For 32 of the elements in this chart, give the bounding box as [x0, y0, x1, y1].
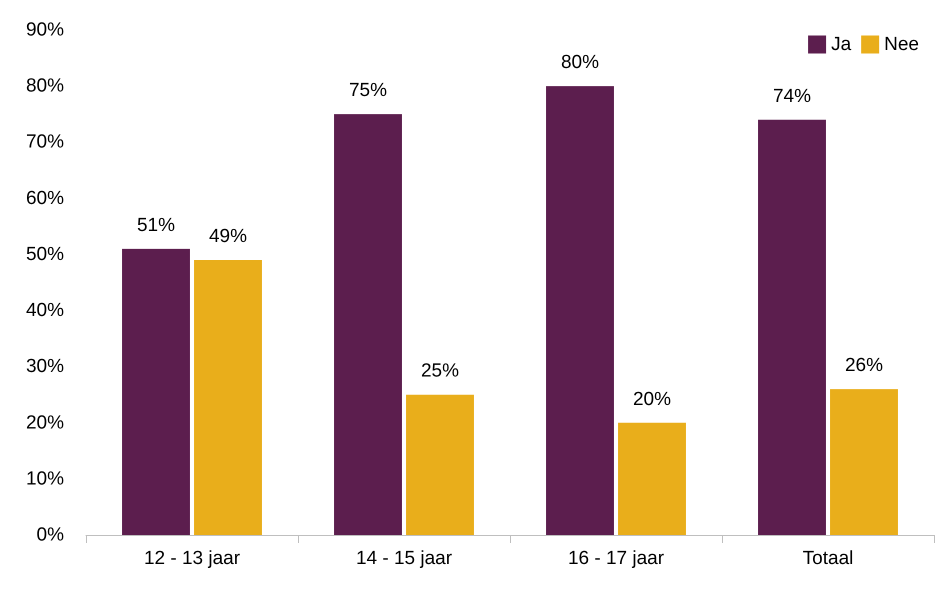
bar	[122, 248, 190, 535]
y-tick-label: 0%	[36, 524, 64, 546]
legend-label: Nee	[884, 34, 920, 55]
y-tick-label: 40%	[26, 300, 64, 322]
y-tick-label: 70%	[26, 132, 64, 153]
x-tick-label: 12 - 13 jaar	[144, 548, 241, 569]
y-tick-label: 30%	[26, 356, 64, 378]
x-tick-label: 16 - 17 jaar	[568, 548, 665, 569]
y-tick-label: 90%	[26, 20, 64, 40]
bar	[334, 114, 402, 535]
bar	[406, 394, 474, 535]
data-label: 74%	[772, 86, 812, 107]
data-label: 20%	[632, 388, 672, 410]
bar	[546, 86, 614, 535]
data-label: 75%	[348, 80, 388, 102]
legend-label: Ja	[831, 34, 852, 55]
x-tick-label: Totaal	[802, 548, 854, 569]
data-label: 25%	[420, 360, 460, 382]
x-tick-label: 14 - 15 jaar	[356, 548, 453, 569]
y-tick-label: 80%	[26, 76, 64, 97]
bar	[830, 389, 898, 535]
data-label: 49%	[208, 226, 248, 248]
y-tick-label: 50%	[26, 244, 64, 265]
data-label: 51%	[136, 214, 176, 236]
data-label: 80%	[560, 52, 600, 74]
bar	[758, 120, 826, 535]
bar	[618, 422, 686, 535]
y-tick-label: 60%	[26, 188, 64, 209]
y-tick-label: 20%	[26, 412, 64, 434]
y-tick-label: 10%	[26, 468, 64, 490]
data-label: 26%	[844, 355, 884, 376]
bar	[194, 260, 262, 535]
